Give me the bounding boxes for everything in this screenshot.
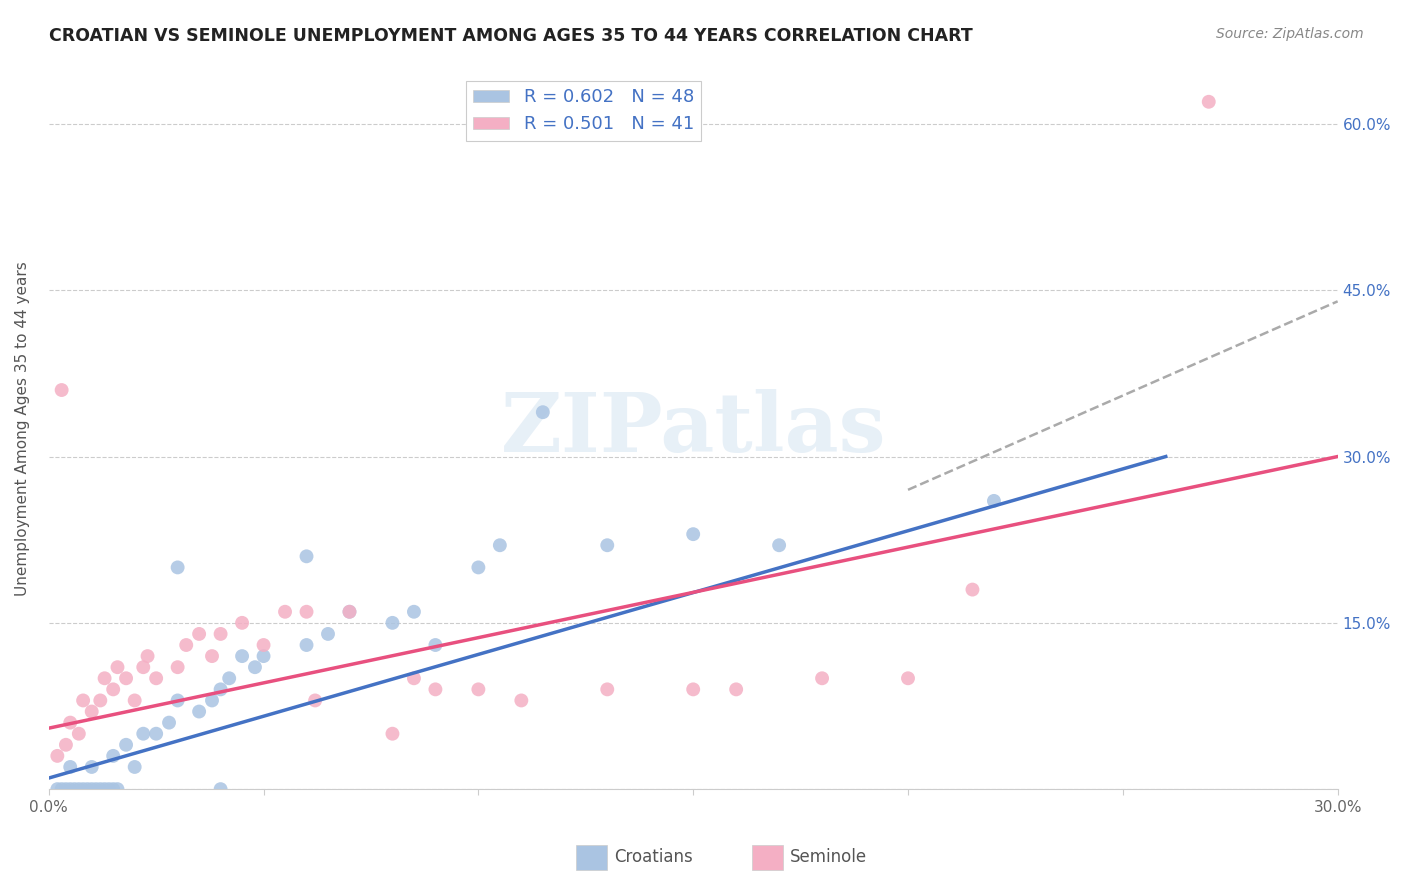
- Point: [243, 660, 266, 674]
- Point: [157, 715, 180, 730]
- Point: [166, 560, 188, 574]
- Point: [103, 748, 125, 763]
- Point: [682, 527, 704, 541]
- Point: [304, 693, 326, 707]
- Point: [46, 782, 69, 797]
- Point: [962, 582, 984, 597]
- Point: [67, 782, 90, 797]
- Point: [425, 682, 447, 697]
- Point: [145, 727, 167, 741]
- Text: Seminole: Seminole: [790, 848, 868, 866]
- Point: [725, 682, 748, 697]
- Point: [188, 705, 211, 719]
- Point: [467, 682, 489, 697]
- Point: [59, 715, 82, 730]
- Point: [84, 782, 107, 797]
- Point: [132, 660, 155, 674]
- Point: [103, 682, 125, 697]
- Point: [218, 671, 240, 685]
- Point: [174, 638, 197, 652]
- Point: [768, 538, 790, 552]
- Point: [252, 638, 274, 652]
- Point: [80, 705, 103, 719]
- Point: [107, 660, 129, 674]
- Point: [402, 605, 425, 619]
- Point: [80, 760, 103, 774]
- Point: [467, 560, 489, 574]
- Point: [339, 605, 361, 619]
- Point: [295, 549, 318, 564]
- Point: [72, 782, 94, 797]
- Point: [489, 538, 512, 552]
- Point: [93, 782, 115, 797]
- Point: [93, 671, 115, 685]
- Point: [46, 748, 69, 763]
- Text: CROATIAN VS SEMINOLE UNEMPLOYMENT AMONG AGES 35 TO 44 YEARS CORRELATION CHART: CROATIAN VS SEMINOLE UNEMPLOYMENT AMONG …: [49, 27, 973, 45]
- Point: [107, 782, 129, 797]
- Legend: R = 0.602   N = 48, R = 0.501   N = 41: R = 0.602 N = 48, R = 0.501 N = 41: [465, 81, 702, 141]
- Text: Croatians: Croatians: [614, 848, 693, 866]
- Point: [63, 782, 86, 797]
- Point: [166, 660, 188, 674]
- Point: [252, 649, 274, 664]
- Point: [209, 782, 232, 797]
- Point: [209, 682, 232, 697]
- Point: [201, 649, 224, 664]
- Point: [209, 627, 232, 641]
- Point: [103, 782, 125, 797]
- Point: [188, 627, 211, 641]
- Point: [97, 782, 120, 797]
- Point: [531, 405, 554, 419]
- Point: [897, 671, 920, 685]
- Point: [596, 538, 619, 552]
- Point: [402, 671, 425, 685]
- Point: [231, 615, 253, 630]
- Point: [76, 782, 98, 797]
- Point: [115, 671, 138, 685]
- Point: [295, 638, 318, 652]
- Point: [51, 383, 73, 397]
- Point: [55, 782, 77, 797]
- Point: [55, 738, 77, 752]
- Point: [124, 693, 146, 707]
- Point: [59, 760, 82, 774]
- Point: [596, 682, 619, 697]
- Point: [682, 682, 704, 697]
- Point: [132, 727, 155, 741]
- Point: [89, 693, 111, 707]
- Point: [89, 782, 111, 797]
- Point: [201, 693, 224, 707]
- Point: [316, 627, 339, 641]
- Point: [983, 494, 1005, 508]
- Text: ZIPatlas: ZIPatlas: [501, 389, 886, 469]
- Point: [59, 782, 82, 797]
- Point: [80, 782, 103, 797]
- Point: [136, 649, 159, 664]
- Point: [811, 671, 834, 685]
- Point: [1198, 95, 1220, 109]
- Point: [72, 693, 94, 707]
- Point: [510, 693, 533, 707]
- Point: [381, 727, 404, 741]
- Point: [295, 605, 318, 619]
- Point: [274, 605, 297, 619]
- Text: Source: ZipAtlas.com: Source: ZipAtlas.com: [1216, 27, 1364, 41]
- Point: [339, 605, 361, 619]
- Point: [381, 615, 404, 630]
- Point: [51, 782, 73, 797]
- Point: [166, 693, 188, 707]
- Point: [231, 649, 253, 664]
- Y-axis label: Unemployment Among Ages 35 to 44 years: Unemployment Among Ages 35 to 44 years: [15, 261, 30, 596]
- Point: [145, 671, 167, 685]
- Point: [115, 738, 138, 752]
- Point: [124, 760, 146, 774]
- Point: [67, 727, 90, 741]
- Point: [425, 638, 447, 652]
